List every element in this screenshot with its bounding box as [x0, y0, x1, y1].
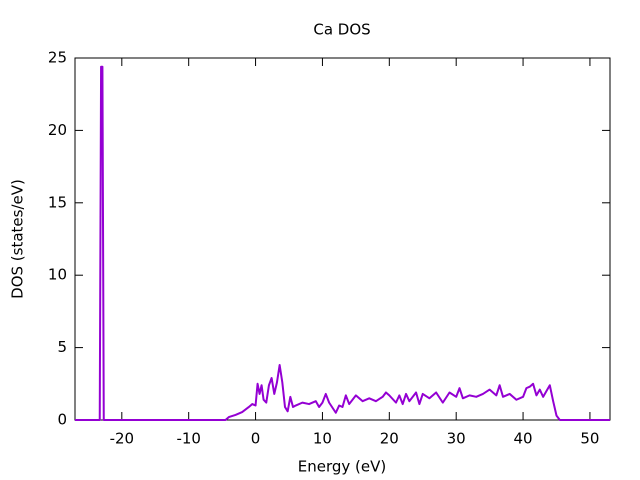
- data-line: [75, 65, 610, 421]
- y-axis-label: DOS (states/eV): [9, 179, 27, 299]
- chart-title: Ca DOS: [313, 21, 370, 39]
- y-tick-label: 5: [57, 338, 67, 356]
- y-tick-label: 0: [57, 411, 67, 429]
- y-tick-label: 15: [48, 193, 67, 211]
- y-tick-label: 20: [48, 121, 67, 139]
- x-axis-label: Energy (eV): [298, 458, 386, 476]
- x-tick-label: 30: [447, 430, 466, 448]
- x-tick-label: 10: [313, 430, 332, 448]
- x-tick-label: 0: [251, 430, 261, 448]
- y-tick-label: 25: [48, 49, 67, 67]
- plot-border: [74, 57, 611, 421]
- x-tick-label: 50: [580, 430, 599, 448]
- x-tick-label: 20: [380, 430, 399, 448]
- x-tick-label: -10: [176, 430, 201, 448]
- y-tick-label: 10: [48, 266, 67, 284]
- x-tick-label: 40: [514, 430, 533, 448]
- x-tick-label: -20: [110, 430, 135, 448]
